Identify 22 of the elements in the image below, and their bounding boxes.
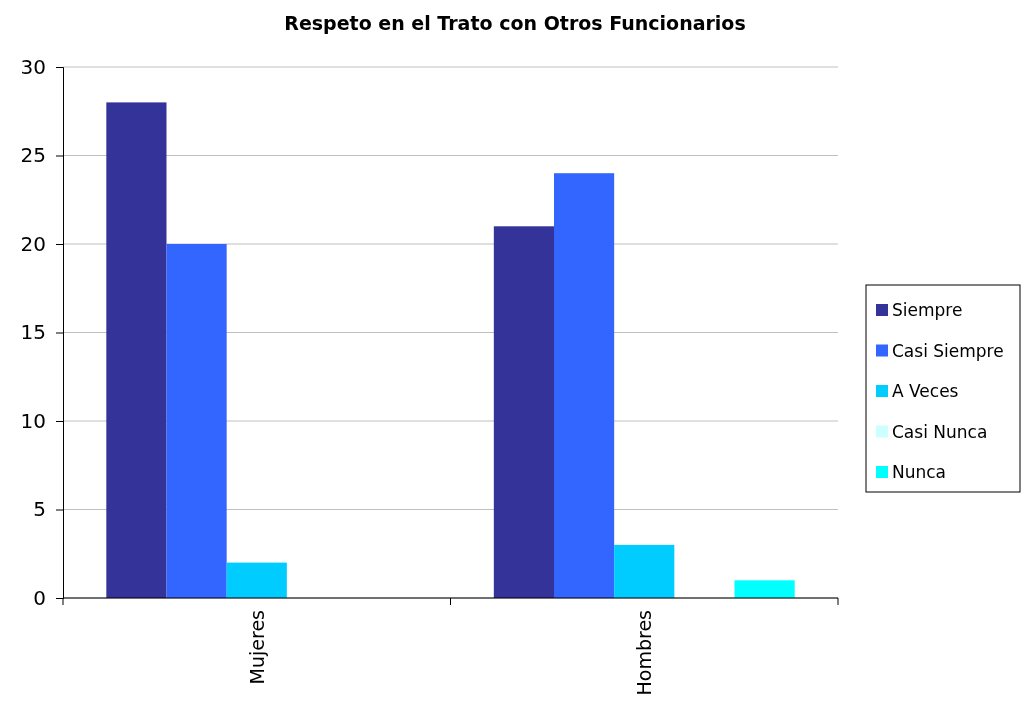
bar: [493, 226, 554, 598]
y-tick-label: 15: [20, 320, 46, 345]
bar: [106, 102, 167, 598]
legend-label: Casi Siempre: [892, 340, 1004, 361]
y-tick-label: 30: [20, 54, 46, 79]
legend-label: Siempre: [892, 300, 963, 320]
bar: [166, 244, 227, 598]
legend-label: Casi Nunca: [892, 421, 988, 442]
y-tick-label: 10: [20, 408, 46, 433]
bar: [734, 580, 795, 598]
x-tick-label: Mujeres: [245, 610, 268, 685]
legend-label: A Veces: [892, 381, 959, 401]
y-tick-label: 0: [33, 585, 46, 610]
y-tick-label: 25: [20, 143, 46, 168]
bar: [553, 173, 615, 598]
x-tick-label: Hombres: [633, 610, 656, 696]
bar: [226, 562, 287, 598]
y-tick-label: 5: [33, 497, 46, 522]
legend-label: Nunca: [892, 462, 947, 482]
chart-title: Respeto en el Trato con Otros Funcionarios: [284, 12, 746, 34]
bar: [614, 544, 675, 598]
y-tick-label: 20: [20, 231, 46, 256]
